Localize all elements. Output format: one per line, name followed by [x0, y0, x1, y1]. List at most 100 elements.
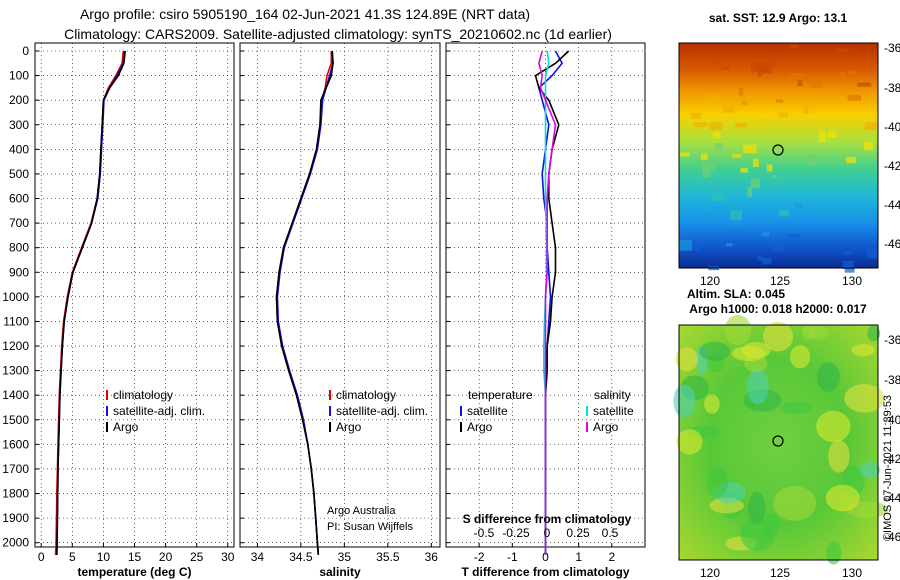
sst-texture	[849, 71, 856, 75]
sst-texture	[845, 156, 856, 164]
sst-texture	[772, 174, 778, 178]
sst-texture	[842, 260, 854, 270]
sst-texture	[723, 105, 735, 113]
sst-texture	[807, 155, 817, 166]
y-tick-label: 2000	[2, 536, 29, 550]
sst-texture	[819, 131, 826, 143]
sla-lon-tick: 120	[700, 566, 720, 580]
sla-texture	[731, 346, 766, 362]
sst-texture	[864, 122, 877, 131]
sla-texture	[851, 343, 875, 357]
sst-lon-tick: 120	[700, 274, 720, 288]
sla-texture	[816, 410, 851, 443]
sst-texture	[732, 154, 742, 158]
legend-label: satellite	[593, 404, 634, 418]
sst-texture	[757, 255, 763, 261]
sst-texture	[750, 178, 761, 189]
sla-texture	[825, 484, 860, 512]
sst-texture	[762, 231, 770, 237]
sla-texture	[773, 485, 817, 521]
y-tick-label: 1500	[2, 413, 29, 427]
sst-texture	[740, 167, 749, 173]
sst-texture	[714, 61, 722, 65]
sla-lat-tick: -38	[884, 373, 900, 387]
legend-label: Argo	[467, 420, 493, 434]
sla-texture	[859, 461, 880, 479]
x-tick-label: 35.5	[376, 550, 400, 564]
sst-texture	[844, 265, 855, 273]
sst-texture	[757, 67, 762, 77]
sla-texture	[676, 429, 703, 455]
sst-texture	[867, 248, 878, 259]
sst-texture	[679, 152, 690, 157]
legend-label: Argo	[336, 420, 362, 434]
sst-texture	[765, 56, 776, 67]
profile-panel-3: -2 -1 0 1 2T difference from climatology	[445, 42, 646, 579]
sst-texture	[840, 71, 845, 79]
legend-label: satellite-adj. clim.	[113, 404, 205, 418]
sla-texture	[706, 465, 729, 498]
x-tick-label: 0	[542, 550, 549, 564]
sst-texture	[761, 62, 772, 74]
series-argo	[56, 50, 126, 556]
sla-lon-tick: 130	[842, 566, 862, 580]
sst-texture	[797, 80, 803, 87]
x2-tick-label: -0.5	[474, 526, 495, 540]
sla-lon-tick: 125	[770, 566, 790, 580]
y-tick-label: 1400	[2, 388, 29, 402]
sst-texture	[752, 158, 759, 168]
sst-texture	[803, 106, 809, 114]
y-tick-label: 0	[22, 44, 29, 58]
x-tick-label: 35	[338, 550, 352, 564]
series-salinity-argo	[538, 50, 557, 555]
sla-map-title: Altim. SLA: 0.045	[687, 287, 785, 301]
panel-frame	[239, 42, 441, 548]
sst-texture	[730, 210, 743, 221]
sst-lat-tick: -44	[884, 198, 900, 212]
sst-texture	[679, 239, 692, 251]
y-tick-label: 1800	[2, 487, 29, 501]
sst-texture	[836, 47, 850, 52]
sla-texture	[748, 491, 766, 525]
sst-texture	[743, 144, 757, 154]
legend-label: Argo	[113, 420, 139, 434]
sst-texture	[790, 44, 799, 49]
sla-lat-tick: -40	[884, 413, 900, 427]
sst-lat-tick: -36	[884, 41, 900, 55]
sst-texture	[738, 88, 744, 99]
sla-texture	[844, 383, 885, 413]
sst-texture	[827, 131, 837, 138]
sst-texture	[726, 242, 733, 247]
x2-tick-label: 0.5	[602, 526, 619, 540]
annotation-line1: Argo Australia	[327, 505, 396, 517]
legend-label: climatology	[113, 388, 173, 402]
sst-texture	[721, 66, 730, 70]
x-tick-label: -1	[507, 550, 518, 564]
sst-lat-tick: -42	[884, 159, 900, 173]
header-line1: Argo profile: csiro 5905190_164 02-Jun-2…	[80, 6, 530, 22]
y-tick-label: 500	[9, 167, 29, 181]
annotation-line2: PI: Susan Wijffels	[327, 521, 413, 533]
y-tick-label: 1100	[3, 314, 29, 328]
y-tick-label: 1600	[2, 437, 29, 451]
sst-texture	[714, 142, 724, 151]
sla-texture	[780, 401, 813, 414]
profile-panel-1: 0 5 10 15 20 25 300100200300400500600700800900…	[2, 42, 235, 579]
x-tick-label: 20	[159, 550, 173, 564]
sst-texture	[702, 168, 711, 178]
header-line2: Climatology: CARS2009. Satellite-adjuste…	[64, 26, 612, 42]
sst-texture	[704, 213, 712, 221]
y-tick-label: 400	[9, 142, 29, 156]
sst-texture	[766, 164, 773, 172]
x-tick-label: -2	[474, 550, 485, 564]
sst-texture	[794, 202, 803, 209]
sst-texture	[709, 95, 719, 103]
sla-texture	[704, 394, 720, 414]
legend-panel-1: climatology satellite-adj. clim. Argo	[106, 388, 205, 434]
sla-lat-tick: -46	[884, 530, 900, 544]
sst-profile-marker	[772, 144, 784, 156]
sst-texture	[694, 122, 708, 128]
sst-texture	[701, 161, 715, 171]
sst-map-frame	[678, 42, 879, 269]
